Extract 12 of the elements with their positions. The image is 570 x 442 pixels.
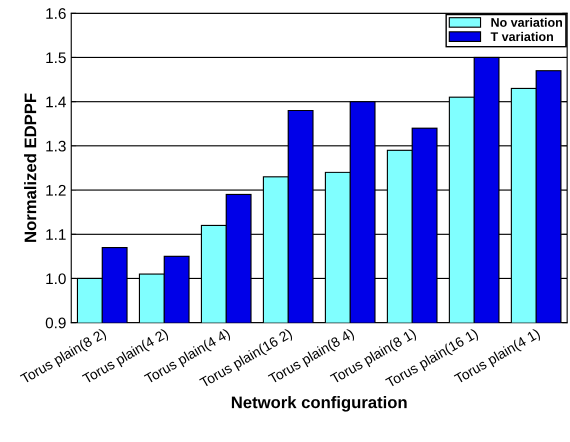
y-tick-label: 1.3 [46,140,66,152]
x-axis-title: Network configuration [232,396,407,412]
y-axis-title: Normalized EDPPF [24,94,36,242]
y-tick-label: 1.2 [46,184,66,196]
legend-label: T variation [490,32,553,42]
y-tick-label: 1.0 [46,273,66,284]
y-tick-label: 1.6 [46,8,66,19]
y-tick-label: 1.1 [46,229,66,240]
legend-label: No variation [491,18,562,27]
y-tick-label: 0.9 [46,318,66,328]
y-tick-label: 1.4 [46,96,66,108]
y-tick-label: 1.5 [46,52,66,64]
